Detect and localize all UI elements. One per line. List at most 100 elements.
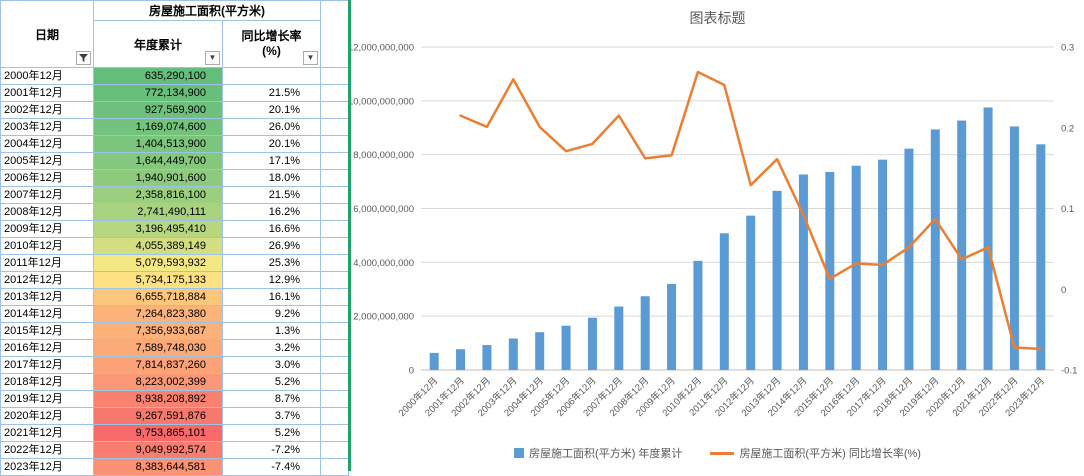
cumulative-cell[interactable]: 7,814,837,260 [93,356,223,374]
cumulative-cell[interactable]: 4,055,389,149 [93,237,223,255]
cumulative-cell[interactable]: 1,940,901,600 [93,169,223,187]
cumulative-filter-button[interactable]: ▼ [205,51,220,65]
date-cell[interactable]: 2021年12月 [0,424,94,442]
legend-item-line[interactable]: 房屋施工面积(平方米) 同比增长率(%) [710,445,921,461]
date-cell[interactable]: 2003年12月 [0,118,94,136]
bar[interactable] [614,306,624,370]
empty-cell[interactable] [320,407,349,425]
date-cell[interactable]: 2017年12月 [0,356,94,374]
bar-series[interactable] [429,107,1046,371]
combo-chart[interactable]: 0 2,000,000,000 4,000,000,000 6,000,000,000… [351,0,1084,471]
cumulative-column-header[interactable]: 年度累计 ▼ [93,20,223,68]
growth-column-header[interactable]: 同比增长率 (%) ▼ [222,20,321,68]
date-cell[interactable]: 2016年12月 [0,339,94,357]
cumulative-cell[interactable]: 5,079,593,932 [93,254,223,272]
bar[interactable] [957,120,967,370]
empty-cell[interactable] [320,424,349,442]
date-cell[interactable]: 2015年12月 [0,322,94,340]
cumulative-cell[interactable]: 1,644,449,700 [93,152,223,170]
empty-cell[interactable] [320,271,349,289]
empty-cell[interactable] [320,441,349,459]
growth-cell[interactable]: 5.2% [222,373,321,391]
date-cell[interactable]: 2009年12月 [0,220,94,238]
cumulative-cell[interactable]: 6,655,718,884 [93,288,223,306]
date-cell[interactable]: 2012年12月 [0,271,94,289]
growth-cell[interactable]: -7.2% [222,441,321,459]
date-cell[interactable]: 2023年12月 [0,458,94,476]
date-cell[interactable]: 2005年12月 [0,152,94,170]
empty-cell[interactable] [320,237,349,255]
date-cell[interactable]: 2001年12月 [0,84,94,102]
date-column-header[interactable]: 日期 [0,0,94,68]
growth-cell[interactable]: 20.1% [222,135,321,153]
date-cell[interactable]: 2019年12月 [0,390,94,408]
empty-cell[interactable] [320,67,349,85]
growth-cell[interactable]: -7.4% [222,458,321,476]
empty-cell[interactable] [320,254,349,272]
growth-cell[interactable]: 12.9% [222,271,321,289]
cumulative-cell[interactable]: 8,223,002,399 [93,373,223,391]
date-cell[interactable]: 2004年12月 [0,135,94,153]
empty-cell[interactable] [320,169,349,187]
cumulative-cell[interactable]: 8,938,208,892 [93,390,223,408]
bar[interactable] [482,345,492,370]
chart-panel[interactable]: 图表标题 0 2,000,000,000 4,000,000,000 6,000,00… [351,0,1084,471]
chart-legend[interactable]: 房屋施工面积(平方米) 年度累计 房屋施工面积(平方米) 同比增长率(%) [351,445,1084,461]
empty-cell[interactable] [320,322,349,340]
growth-cell[interactable]: 16.2% [222,203,321,221]
bar[interactable] [429,352,439,370]
cumulative-cell[interactable]: 927,569,900 [93,101,223,119]
empty-cell[interactable] [320,203,349,221]
growth-cell[interactable]: 5.2% [222,424,321,442]
cumulative-cell[interactable]: 3,196,495,410 [93,220,223,238]
empty-cell[interactable] [320,339,349,357]
bar[interactable] [1036,144,1046,370]
cumulative-cell[interactable]: 5,734,175,133 [93,271,223,289]
date-cell[interactable]: 2020年12月 [0,407,94,425]
empty-cell[interactable] [320,373,349,391]
date-cell[interactable]: 2018年12月 [0,373,94,391]
empty-cell[interactable] [320,288,349,306]
date-cell[interactable]: 2010年12月 [0,237,94,255]
cumulative-cell[interactable]: 2,741,490,111 [93,203,223,221]
bar[interactable] [667,283,677,370]
bar[interactable] [640,296,650,370]
growth-filter-button[interactable]: ▼ [303,51,318,65]
chart-title[interactable]: 图表标题 [689,10,746,26]
growth-cell[interactable]: 8.7% [222,390,321,408]
growth-cell[interactable]: 16.6% [222,220,321,238]
growth-cell[interactable] [222,67,321,85]
growth-cell[interactable]: 21.5% [222,84,321,102]
empty-cell[interactable] [320,118,349,136]
empty-cell[interactable] [320,101,349,119]
bar[interactable] [772,190,782,370]
date-cell[interactable]: 2007年12月 [0,186,94,204]
cumulative-cell[interactable]: 9,049,992,574 [93,441,223,459]
date-cell[interactable]: 2013年12月 [0,288,94,306]
bar[interactable] [535,332,545,370]
growth-cell[interactable]: 21.5% [222,186,321,204]
empty-cell[interactable] [320,220,349,238]
growth-cell[interactable]: 17.1% [222,152,321,170]
date-cell[interactable]: 2000年12月 [0,67,94,85]
date-filter-button[interactable] [76,51,91,65]
growth-cell[interactable]: 3.0% [222,356,321,374]
date-cell[interactable]: 2014年12月 [0,305,94,323]
cumulative-cell[interactable]: 1,404,513,900 [93,135,223,153]
bar[interactable] [693,260,703,370]
cumulative-cell[interactable]: 7,356,933,687 [93,322,223,340]
bar[interactable] [456,349,466,370]
empty-cell[interactable] [320,135,349,153]
cumulative-cell[interactable]: 9,753,865,101 [93,424,223,442]
cumulative-cell[interactable]: 8,383,644,581 [93,458,223,476]
bar[interactable] [561,325,571,370]
bar[interactable] [930,129,940,370]
cumulative-cell[interactable]: 772,134,900 [93,84,223,102]
legend-item-bar[interactable]: 房屋施工面积(平方米) 年度累计 [514,445,682,461]
line-series[interactable] [459,70,1043,351]
date-cell[interactable]: 2011年12月 [0,254,94,272]
date-cell[interactable]: 2002年12月 [0,101,94,119]
cumulative-cell[interactable]: 7,589,748,030 [93,339,223,357]
bar[interactable] [825,171,835,370]
growth-cell[interactable]: 26.9% [222,237,321,255]
